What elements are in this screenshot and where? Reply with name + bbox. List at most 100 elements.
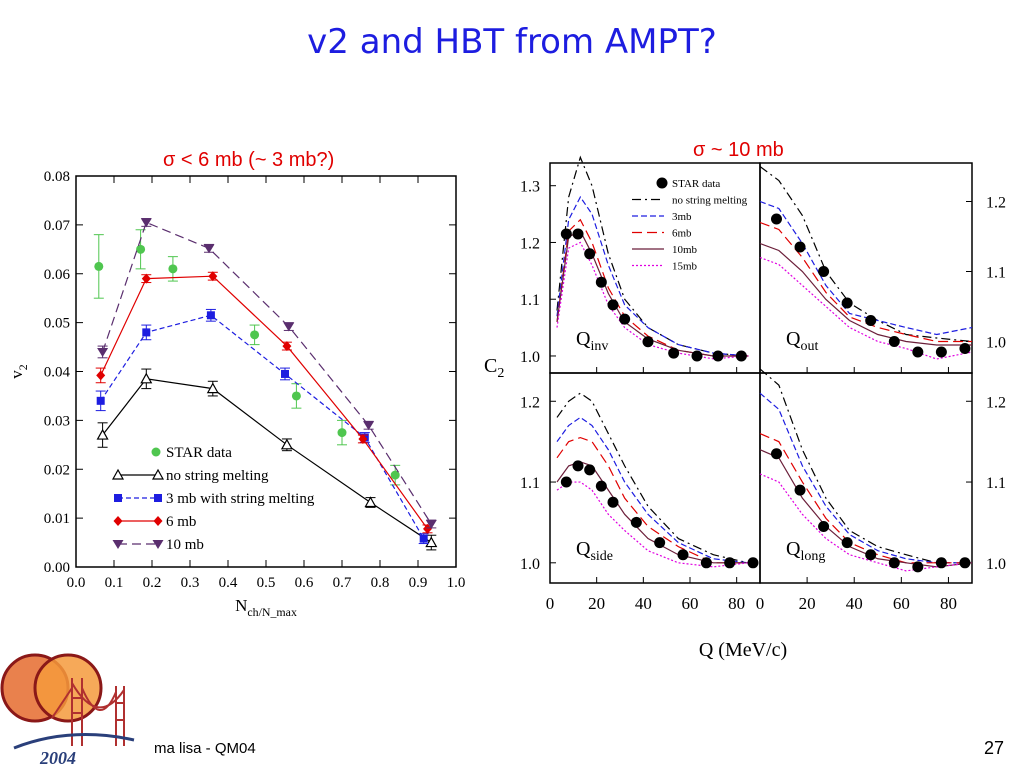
hbt-model-curve [556, 416, 749, 564]
hbt-star-data-point [677, 549, 689, 561]
v2-data-point [425, 519, 437, 529]
v2-data-point [206, 311, 215, 320]
hbt-star-data-point [630, 516, 642, 528]
hbt-star-data-point [654, 537, 666, 549]
qm04-logo: 2004 [0, 653, 135, 768]
hbt-model-curve [759, 449, 973, 568]
hbt-star-data-point [818, 266, 830, 277]
hbt-x-axis-label: Q (MeV/c) [699, 639, 787, 661]
hbt-star-data-point [912, 346, 924, 358]
hbt-star-data-point [642, 336, 654, 348]
hbt-star-data-point [700, 557, 712, 569]
v2-legend-label: no string melting [166, 468, 269, 484]
hbt-star-data-point [584, 248, 596, 260]
v2-legend-marker [154, 494, 162, 502]
v2-x-tick-label: 0.9 [409, 575, 428, 591]
hbt-star-data-point [888, 557, 900, 569]
hbt-y-tick-label: 1.1 [986, 265, 1006, 282]
hbt-model-curve [759, 242, 972, 346]
hbt-legend-marker [656, 177, 668, 189]
hbt-model-curve [556, 230, 749, 357]
v2-legend-marker [113, 516, 123, 526]
v2-y-tick-label: 0.04 [44, 365, 71, 381]
hbt-model-curve [759, 166, 973, 343]
v2-data-point [141, 273, 151, 284]
v2-series [95, 308, 429, 545]
v2-plot-frame [75, 175, 457, 568]
hbt-star-data-point [794, 241, 806, 253]
v2-legend-marker [151, 468, 165, 480]
right-chart-subtitle: σ ~ 10 mb [693, 139, 784, 161]
hbt-x-tick-label: 20 [588, 594, 605, 613]
v2-data-point [282, 341, 292, 352]
v2-data-point [425, 536, 438, 548]
hbt-legend-label: STAR data [672, 178, 720, 190]
v2-legend-marker [112, 540, 124, 549]
hbt-model-curve [759, 221, 972, 343]
hbt-model-curve [556, 436, 749, 564]
hbt-panel-label: Qout [786, 328, 818, 354]
v2-legend-marker [152, 540, 164, 549]
v2-y-tick-label: 0.00 [44, 560, 70, 576]
v2-y-tick-label: 0.03 [44, 413, 70, 429]
hbt-star-data-point [735, 350, 747, 362]
v2-legend-label: 6 mb [166, 514, 196, 530]
hbt-star-data-point [959, 557, 971, 569]
hbt-model-curve [556, 461, 749, 564]
hbt-star-data-point [595, 480, 607, 492]
v2-series-line [102, 221, 432, 525]
v2-series [96, 368, 438, 551]
v2-data-point [97, 347, 109, 357]
hbt-x-tick-label: 40 [635, 594, 652, 613]
v2-data-point [358, 433, 368, 444]
hbt-panel: 1.0 1.1 1.2 1.3 Qinv [520, 155, 761, 374]
v2-data-point [203, 244, 215, 254]
logo-year: 2004 [39, 748, 76, 768]
hbt-star-data-point [841, 297, 853, 309]
v2-series [93, 229, 401, 486]
v2-data-point [142, 328, 151, 337]
left-chart-subtitle: σ < 6 mb (~ 3 mb?) [163, 149, 335, 171]
hbt-y-tick-label: 1.3 [520, 179, 540, 196]
hbt-model-curve [759, 256, 973, 360]
hbt-star-data-point [572, 460, 584, 472]
v2-data-point [360, 433, 369, 442]
hbt-model-curve [556, 218, 749, 357]
v2-x-tick-label: 0.6 [295, 575, 314, 591]
v2-data-point [208, 271, 218, 282]
hbt-star-data-point [770, 213, 782, 225]
hbt-panel: 1.0 1.1 1.2 0 20 40 60 80 Qlong [756, 368, 1006, 613]
v2-data-point [337, 428, 347, 438]
hbt-panel: 1.0 1.1 1.2 0 20 40 60 80 Qside [520, 372, 761, 613]
footer-author: ma lisa - QM04 [154, 740, 256, 757]
hbt-x-tick-label: 60 [893, 594, 910, 613]
v2-series-line [100, 275, 428, 530]
hbt-panel-frame [549, 372, 761, 584]
v2-series-line [100, 314, 425, 539]
v2-y-tick-label: 0.05 [44, 316, 70, 332]
hbt-model-curve [759, 473, 973, 572]
v2-series [95, 271, 433, 534]
hbt-panel-frame [549, 162, 761, 374]
v2-x-tick-label: 0.3 [181, 575, 200, 591]
hbt-star-data-point [794, 484, 806, 496]
v2-series-line [102, 378, 432, 544]
v2-y-tick-label: 0.01 [44, 511, 70, 527]
hbt-star-data-point [712, 350, 724, 362]
hbt-star-data-point [584, 464, 596, 476]
hbt-x-tick-label: 0 [546, 594, 555, 613]
hbt-y-tick-label: 1.2 [520, 394, 540, 411]
hbt-y-axis-label: C2 [484, 355, 504, 381]
hbt-star-data-point [959, 343, 971, 354]
v2-data-point [280, 438, 293, 450]
v2-data-point [136, 244, 146, 254]
v2-data-point [94, 261, 104, 271]
v2-x-tick-label: 0.8 [371, 575, 390, 591]
hbt-model-curve [556, 195, 749, 357]
hbt-star-data-point [691, 350, 703, 362]
hbt-x-tick-label: 60 [682, 594, 699, 613]
v2-data-point [168, 264, 178, 274]
hbt-star-data-point [747, 557, 759, 569]
v2-data-point [140, 218, 152, 228]
